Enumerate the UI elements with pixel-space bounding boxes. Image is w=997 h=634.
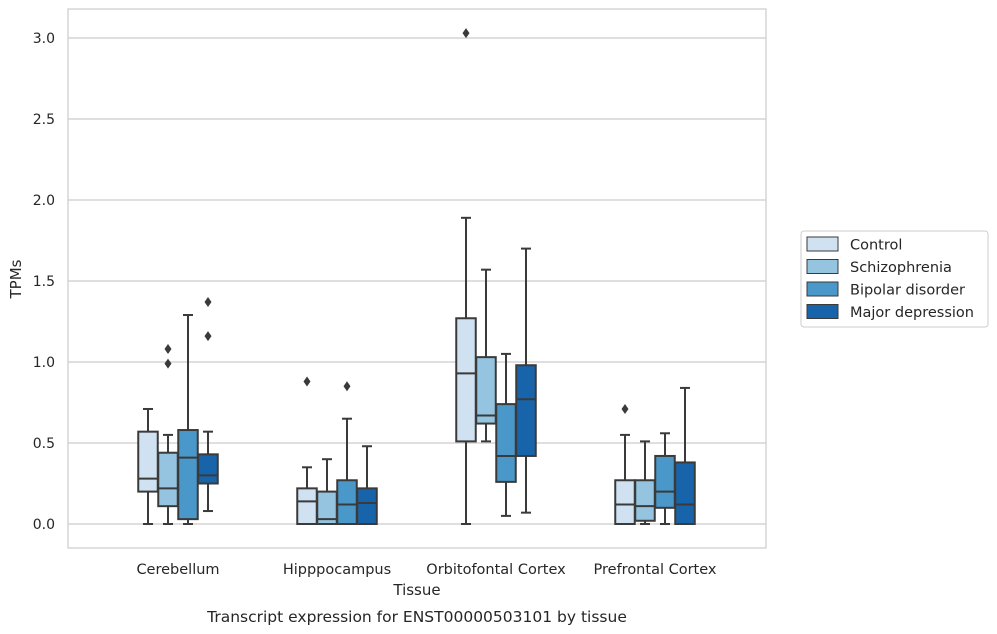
outlier-point (204, 297, 212, 308)
box-body (157, 451, 179, 508)
box-0-0 (137, 407, 159, 525)
box-groups (137, 28, 696, 526)
outlier-point (621, 403, 629, 414)
legend-label: Bipolar disorder (850, 283, 965, 299)
box-0-2 (177, 314, 199, 525)
box-1-1 (316, 458, 338, 526)
box-body (495, 403, 517, 483)
outlier-point (343, 381, 351, 392)
box-0-1 (157, 344, 179, 525)
box-body (137, 430, 159, 493)
box-body (654, 454, 676, 509)
box-body (634, 479, 656, 522)
legend-swatch (806, 281, 839, 297)
chart-title: Transcript expression for ENST0000050310… (206, 608, 627, 626)
outlier-point (204, 331, 212, 342)
box-body (475, 356, 497, 425)
x-axis-label: Tissue (392, 581, 440, 599)
box-body (336, 479, 358, 526)
y-tick-label: 1.5 (33, 274, 55, 290)
box-body (296, 487, 318, 525)
y-tick-label: 2.5 (33, 112, 55, 128)
outlier-point (462, 28, 470, 39)
x-tick-label: Orbitofontal Cortex (426, 562, 566, 578)
y-tick-labels: 0.0 0.5 1.0 1.5 2.0 2.5 3.0 (33, 31, 55, 533)
box-3-3 (674, 386, 696, 526)
box-2-3 (515, 247, 537, 514)
y-axis-label: TPMs (7, 259, 25, 299)
box-body (674, 461, 696, 526)
legend: Control Schizophrenia Bipolar disorder Majo… (800, 230, 989, 328)
legend-swatch (806, 236, 839, 252)
y-tick-label: 0.0 (33, 517, 55, 533)
box-2-0 (455, 28, 477, 525)
y-tick-label: 3.0 (33, 31, 55, 47)
box-3-0 (614, 403, 636, 526)
box-1-3 (356, 445, 378, 525)
box-body (356, 487, 378, 525)
x-tick-label: Cerebellum (136, 562, 219, 578)
box-body (515, 364, 537, 457)
x-tick-label: Prefrontal Cortex (594, 562, 717, 578)
box-2-1 (475, 268, 497, 443)
box-3-2 (654, 432, 676, 525)
box-body (197, 453, 219, 485)
outlier-point (164, 358, 172, 369)
legend-label: Schizophrenia (850, 260, 952, 276)
box-body (177, 429, 199, 521)
y-tick-label: 1.0 (33, 355, 55, 371)
outlier-point (164, 344, 172, 355)
legend-label: Major depression (850, 305, 974, 321)
box-3-1 (634, 440, 656, 525)
y-tick-label: 0.5 (33, 436, 55, 452)
outlier-point (303, 376, 311, 387)
box-1-2 (336, 381, 358, 526)
box-0-3 (197, 297, 219, 513)
x-tick-labels: Cerebellum Hipppocampus Orbitofontal Corte… (136, 562, 716, 578)
box-2-2 (495, 352, 517, 517)
box-body (455, 317, 477, 443)
plot-frame (67, 8, 767, 549)
grid-lines (68, 37, 766, 525)
x-tick-label: Hipppocampus (283, 562, 391, 578)
box-1-0 (296, 376, 318, 525)
legend-label: Control (850, 238, 902, 254)
legend-swatch (806, 259, 839, 274)
legend-frame (800, 230, 989, 328)
y-tick-label: 2.0 (33, 193, 55, 209)
legend-swatch (806, 304, 839, 319)
box-body (614, 479, 636, 526)
